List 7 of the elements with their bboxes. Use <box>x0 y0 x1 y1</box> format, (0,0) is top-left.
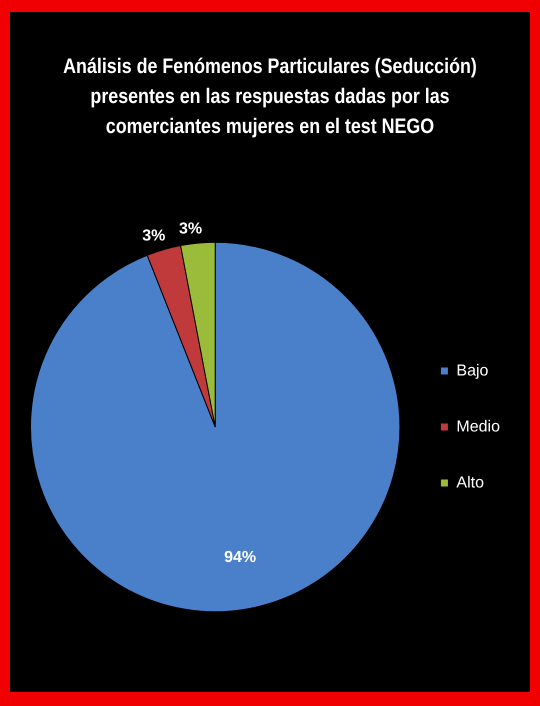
legend-label: Alto <box>456 474 484 492</box>
legend-label: Bajo <box>456 362 489 380</box>
legend-label: Medio <box>456 418 500 436</box>
data-label: 3% <box>142 228 166 245</box>
chart-title: Análisis de Fenómenos Particulares (Seducción) presentes en las respuestas dadas por las comerciantes mujeres en el test NEGO <box>62 54 478 140</box>
data-label: 3% <box>178 220 202 238</box>
data-label: 94% <box>224 549 256 566</box>
